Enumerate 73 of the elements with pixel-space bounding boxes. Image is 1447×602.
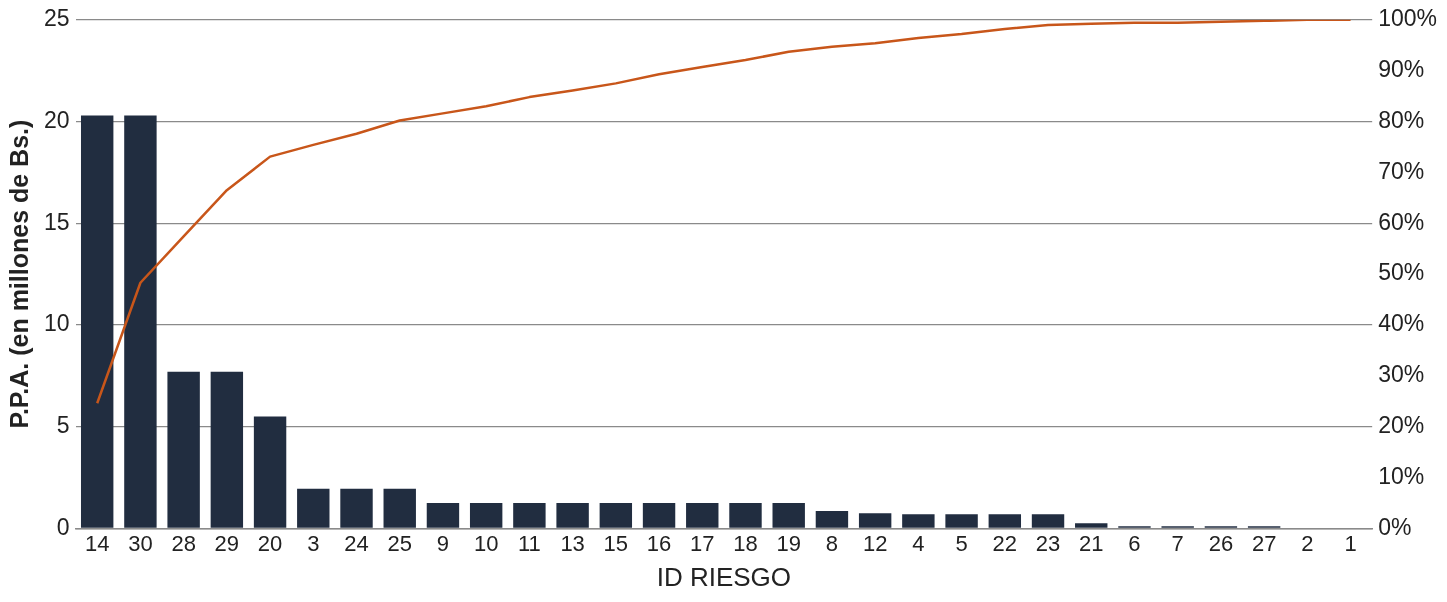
y-tick-label: 15 xyxy=(43,208,70,235)
x-tick-label: 24 xyxy=(344,530,369,556)
bar xyxy=(815,511,849,528)
x-tick-label: 23 xyxy=(1035,530,1061,556)
x-tick-label: 14 xyxy=(84,530,110,556)
y-tick-label: 25 xyxy=(43,5,70,32)
bar xyxy=(945,514,978,528)
bar xyxy=(686,502,719,528)
x-tick-label: 19 xyxy=(776,530,801,556)
bar xyxy=(1031,514,1065,528)
x-tick-label: 16 xyxy=(646,530,672,556)
y-axis-title: P.P.A. (en millones de Bs.) xyxy=(4,119,33,429)
x-tick-label: 8 xyxy=(825,530,839,556)
y2-tick-label: 80% xyxy=(1378,106,1425,133)
bar xyxy=(729,502,762,528)
bar xyxy=(210,371,244,528)
y-tick-label: 10 xyxy=(43,310,70,337)
bar xyxy=(383,488,416,528)
x-tick-label: 5 xyxy=(955,530,968,556)
bar xyxy=(599,502,633,528)
x-tick-label: 25 xyxy=(387,530,412,556)
bar xyxy=(124,115,157,528)
x-tick-label: 10 xyxy=(473,530,499,556)
y2-tick-label: 0% xyxy=(1378,513,1412,540)
y2-tick-label: 10% xyxy=(1378,462,1425,489)
bar xyxy=(1075,523,1108,528)
bar xyxy=(297,488,330,528)
x-tick-label: 15 xyxy=(603,530,629,556)
y-tick-label: 0 xyxy=(56,513,70,540)
bar xyxy=(253,416,287,528)
y2-tick-label: 50% xyxy=(1378,259,1425,286)
bar xyxy=(426,502,460,528)
bar xyxy=(772,502,805,528)
x-tick-label: 3 xyxy=(307,530,320,556)
bar xyxy=(988,514,1022,528)
y2-tick-label: 40% xyxy=(1378,310,1425,337)
x-tick-label: 30 xyxy=(128,530,153,556)
bar xyxy=(340,488,373,528)
x-tick-label: 9 xyxy=(436,530,450,556)
y2-tick-label: 70% xyxy=(1378,157,1425,184)
x-tick-label: 1 xyxy=(1344,530,1357,556)
x-tick-label: 2 xyxy=(1301,530,1314,556)
x-tick-label: 29 xyxy=(214,530,240,556)
x-tick-label: 17 xyxy=(690,530,715,556)
bar xyxy=(858,513,892,528)
bar xyxy=(167,371,200,528)
y2-tick-label: 20% xyxy=(1378,412,1425,439)
y2-tick-label: 60% xyxy=(1378,208,1425,235)
x-tick-label: 4 xyxy=(912,530,925,556)
bar xyxy=(642,502,676,528)
x-tick-label: 22 xyxy=(992,530,1018,556)
bar xyxy=(556,502,589,528)
x-tick-label: 6 xyxy=(1128,530,1141,556)
bar xyxy=(469,502,503,528)
bar xyxy=(902,514,935,528)
y-tick-label: 5 xyxy=(56,412,70,439)
bar xyxy=(80,115,114,528)
x-tick-label: 27 xyxy=(1251,530,1277,556)
bar xyxy=(513,502,546,528)
x-tick-label: 7 xyxy=(1171,530,1184,556)
x-tick-label: 13 xyxy=(560,530,585,556)
x-tick-label: 20 xyxy=(257,530,283,556)
x-tick-label: 11 xyxy=(517,530,541,556)
x-tick-label: 26 xyxy=(1208,530,1234,556)
y2-tick-label: 100% xyxy=(1378,5,1437,32)
y2-tick-label: 30% xyxy=(1378,361,1425,388)
x-tick-label: 21 xyxy=(1079,530,1104,556)
y-tick-label: 20 xyxy=(43,106,70,133)
x-tick-label: 12 xyxy=(862,530,888,556)
x-tick-label: 28 xyxy=(171,530,196,556)
x-tick-label: 18 xyxy=(733,530,758,556)
x-axis-title: ID RIESGO xyxy=(656,561,792,592)
y2-tick-label: 90% xyxy=(1378,56,1425,82)
